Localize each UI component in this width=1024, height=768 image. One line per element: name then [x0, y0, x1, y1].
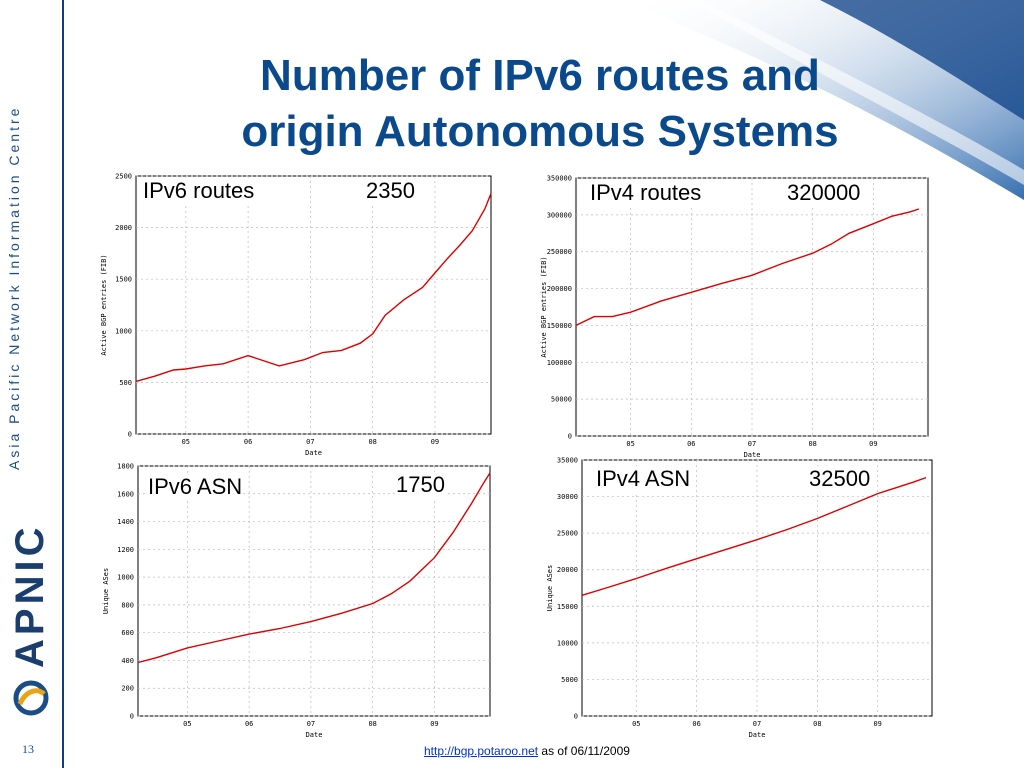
title-line-2: origin Autonomous Systems	[241, 107, 839, 156]
ipv4-asn-value: 32500	[809, 466, 871, 492]
y-tick-label: 20000	[557, 566, 578, 574]
ipv6-asn-value: 1750	[396, 472, 445, 498]
x-tick-label: 06	[692, 720, 700, 728]
x-tick-label: 08	[808, 440, 816, 448]
x-tick-label: 07	[306, 438, 314, 446]
x-tick-label: 09	[430, 720, 438, 728]
x-axis-label: Date	[305, 449, 322, 457]
x-tick-label: 09	[873, 720, 881, 728]
x-tick-label: 06	[244, 438, 252, 446]
y-tick-label: 1800	[117, 463, 134, 471]
y-tick-label: 300000	[547, 211, 572, 219]
y-tick-label: 200	[121, 685, 134, 693]
y-tick-label: 35000	[557, 457, 578, 465]
ipv6-routes-value: 2350	[366, 178, 415, 204]
y-tick-label: 250000	[547, 248, 572, 256]
y-tick-label: 350000	[547, 175, 572, 183]
ipv6-asn-label: IPv6 ASN	[148, 474, 243, 500]
y-tick-label: 400	[121, 657, 134, 665]
y-tick-label: 25000	[557, 530, 578, 538]
source-link[interactable]: http://bgp.potaroo.net	[424, 744, 539, 758]
chart-ipv6-asn-svg: 0 200 400 600 800 1000 1200 1400 1600 1800 05 06 07 0…	[102, 463, 491, 739]
chart-ipv4-routes-svg: 0 50000 100000 150000 200000 250000 300000 3500…	[540, 175, 929, 459]
y-tick-label: 1000	[117, 574, 134, 582]
footer: http://bgp.potaroo.net as of 06/11/2009	[424, 744, 630, 758]
x-axis-label: Date	[749, 731, 766, 739]
x-axis-label: Date	[306, 731, 323, 739]
x-axis-label: Date	[744, 451, 761, 459]
y-tick-label: 10000	[557, 639, 578, 647]
y-tick-label: 5000	[561, 676, 578, 684]
series-line	[575, 208, 920, 327]
y-tick-label: 1200	[117, 546, 134, 554]
y-tick-label: 150000	[547, 322, 572, 330]
y-tick-label: 100000	[547, 359, 572, 367]
y-axis-label: Active BGP entries (FIB)	[100, 254, 108, 355]
y-tick-label: 50000	[551, 396, 572, 404]
y-tick-label: 0	[128, 431, 132, 439]
x-tick-label: 05	[183, 720, 191, 728]
plot-area	[137, 465, 491, 717]
x-tick-label: 06	[245, 720, 253, 728]
sidebar	[0, 0, 64, 768]
y-tick-label: 200000	[547, 285, 572, 293]
series-line	[581, 476, 927, 596]
x-tick-label: 09	[869, 440, 877, 448]
x-tick-label: 05	[626, 440, 634, 448]
plot-area	[575, 177, 929, 437]
page-number: 13	[22, 742, 34, 756]
y-tick-label: 1000	[115, 327, 132, 335]
x-tick-label: 08	[813, 720, 821, 728]
y-tick-label: 600	[121, 629, 134, 637]
title-line-1: Number of IPv6 routes and	[260, 51, 820, 100]
apnic-logo-icon	[13, 680, 49, 716]
x-tick-label: 08	[368, 438, 376, 446]
apnic-wordmark: APNIC	[8, 523, 52, 668]
series-line	[137, 472, 491, 664]
y-tick-label: 2500	[115, 173, 132, 181]
y-tick-label: 0	[574, 713, 578, 721]
x-tick-label: 09	[431, 438, 439, 446]
y-axis-label: Active BGP entries (FIB)	[540, 256, 548, 357]
ipv6-routes-label: IPv6 routes	[143, 178, 255, 204]
x-tick-label: 07	[753, 720, 761, 728]
x-tick-label: 05	[182, 438, 190, 446]
y-tick-label: 30000	[557, 493, 578, 501]
y-tick-label: 1600	[117, 490, 134, 498]
x-tick-label: 06	[687, 440, 695, 448]
ipv4-asn-label: IPv4 ASN	[596, 466, 691, 492]
chart-ipv4-asn: 0 5000 10000 15000 20000 25000 30000 35000 05 06 0…	[526, 452, 938, 742]
y-tick-label: 15000	[557, 603, 578, 611]
chart-ipv6-routes: 0 500 1000 1500 2000 2500 05 06 07 08 09 Date Active…	[100, 168, 500, 460]
x-tick-label: 08	[368, 720, 376, 728]
y-tick-label: 2000	[115, 224, 132, 232]
y-tick-label: 800	[121, 601, 134, 609]
series-line	[135, 193, 492, 383]
y-tick-label: 0	[130, 713, 134, 721]
y-tick-label: 0	[568, 433, 572, 441]
chart-ipv6-routes-svg: 0 500 1000 1500 2000 2500 05 06 07 08 09 Date Active…	[100, 173, 492, 457]
sidebar-org-name: Asia Pacific Network Information Centre	[6, 105, 22, 470]
ipv4-routes-value: 320000	[787, 180, 861, 206]
x-tick-label: 07	[307, 720, 315, 728]
y-tick-label: 1500	[115, 276, 132, 284]
chart-ipv4-asn-svg: 0 5000 10000 15000 20000 25000 30000 35000 05 06 0…	[546, 457, 933, 739]
chart-ipv4-routes: 0 50000 100000 150000 200000 250000 300000 3500…	[526, 172, 938, 462]
ipv4-routes-label: IPv4 routes	[590, 180, 702, 206]
plot-area	[135, 175, 492, 435]
plot-area	[581, 459, 933, 717]
slide-title: Number of IPv6 routes and origin Autonom…	[140, 48, 940, 160]
y-tick-label: 500	[119, 379, 132, 387]
x-tick-label: 07	[748, 440, 756, 448]
chart-ipv6-asn: 0 200 400 600 800 1000 1200 1400 1600 1800 05 06 07 0…	[100, 458, 500, 742]
y-axis-label: Unique ASes	[102, 568, 110, 614]
footer-date-text: as of 06/11/2009	[538, 744, 630, 758]
y-axis-label: Unique ASes	[546, 565, 554, 611]
x-tick-label: 05	[632, 720, 640, 728]
y-tick-label: 1400	[117, 518, 134, 526]
